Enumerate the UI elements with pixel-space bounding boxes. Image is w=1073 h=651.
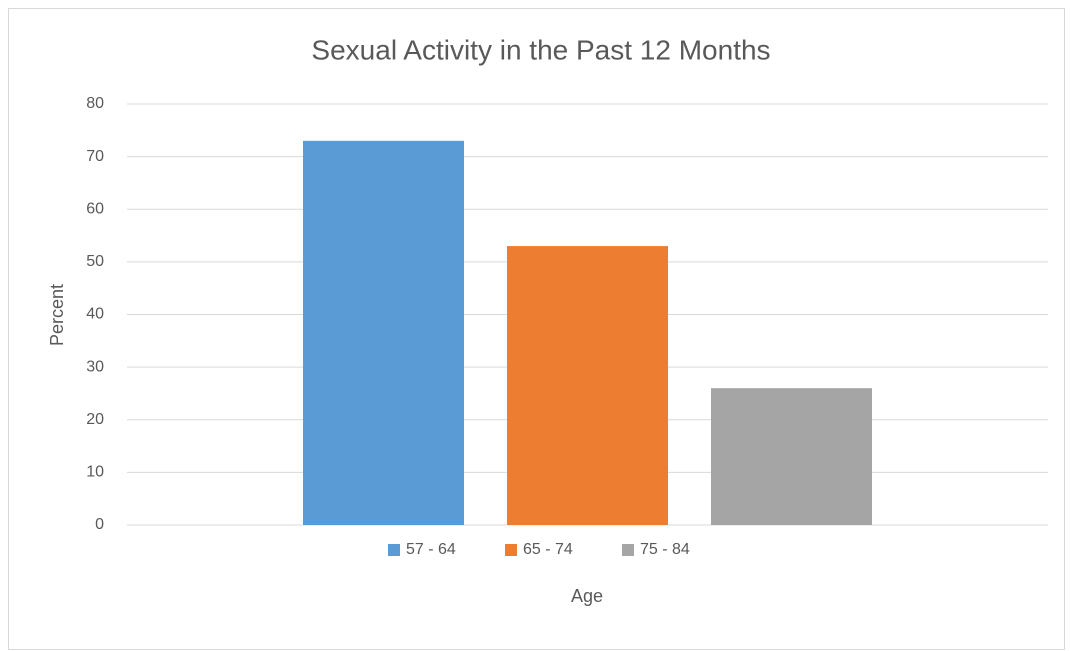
legend-label: 65 - 74 bbox=[523, 541, 573, 558]
legend-label: 57 - 64 bbox=[406, 541, 456, 558]
bar bbox=[303, 140, 464, 525]
y-tick-label: 10 bbox=[86, 464, 104, 481]
y-tick-label: 70 bbox=[86, 148, 104, 165]
legend-label: 75 - 84 bbox=[640, 541, 690, 558]
y-tick-label: 60 bbox=[86, 200, 104, 217]
legend-swatch bbox=[622, 544, 634, 556]
bar bbox=[507, 246, 668, 525]
legend-swatch bbox=[388, 544, 400, 556]
chart-title: Sexual Activity in the Past 12 Months bbox=[311, 34, 770, 65]
y-tick-label: 40 bbox=[86, 306, 104, 323]
y-tick-label: 80 bbox=[86, 95, 104, 112]
y-tick-label: 50 bbox=[86, 253, 104, 270]
y-tick-label: 0 bbox=[95, 516, 104, 533]
legend-swatch bbox=[505, 544, 517, 556]
y-axis-label: Percent bbox=[47, 284, 67, 346]
x-axis-label: Age bbox=[571, 586, 603, 606]
y-tick-label: 20 bbox=[86, 411, 104, 428]
y-tick-label: 30 bbox=[86, 358, 104, 375]
bar bbox=[711, 388, 872, 525]
